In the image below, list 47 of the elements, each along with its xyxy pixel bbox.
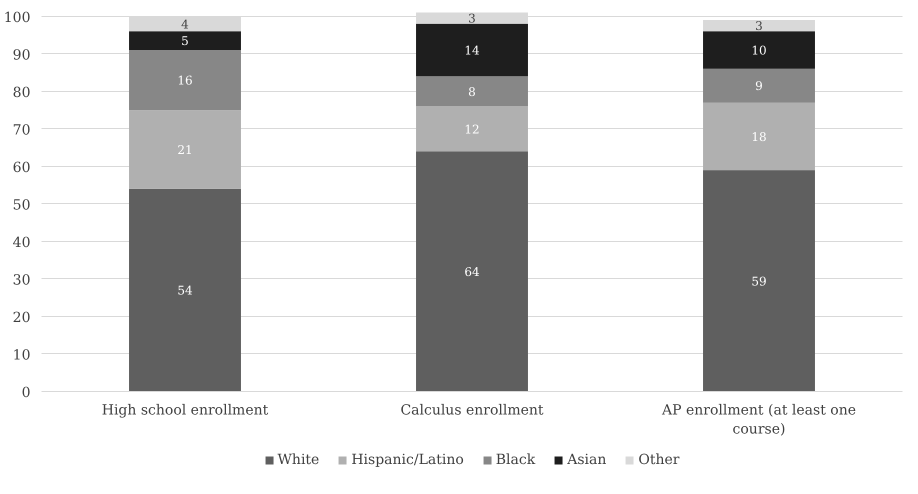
legend-label: Black — [496, 452, 536, 468]
data-label: 59 — [751, 274, 767, 288]
data-label: 64 — [464, 264, 480, 279]
y-tick-label: 40 — [12, 234, 31, 251]
data-label: 8 — [468, 84, 476, 99]
data-label: 21 — [177, 142, 193, 157]
x-tick-label: AP enrollment (at least one course) — [661, 402, 856, 438]
y-tick-label: 50 — [12, 197, 31, 214]
bar — [703, 170, 815, 392]
y-tick-label: 60 — [12, 160, 31, 176]
data-label: 10 — [751, 44, 767, 58]
y-tick-label: 100 — [4, 10, 31, 26]
bar — [703, 68, 815, 103]
y-tick-label: 0 — [22, 385, 31, 401]
bar — [416, 24, 528, 76]
bar — [416, 106, 528, 152]
x-tick-label: High school enrollment — [102, 402, 269, 418]
bar — [703, 31, 815, 69]
y-tick-label: 30 — [12, 272, 31, 288]
data-label: 5 — [181, 34, 189, 48]
bar — [416, 151, 528, 392]
legend-label: White — [278, 452, 320, 468]
data-label: 9 — [755, 79, 763, 94]
y-tick-label: 80 — [12, 84, 31, 101]
bar — [416, 76, 528, 106]
y-tick-label: 10 — [12, 347, 31, 364]
x-tick-label: Calculus enrollment — [400, 402, 544, 418]
data-label: 14 — [464, 44, 480, 58]
data-label: 4 — [181, 17, 190, 32]
bar — [129, 110, 241, 189]
bar — [129, 50, 241, 110]
bar — [703, 102, 815, 170]
data-label: 18 — [751, 130, 767, 144]
y-tick-label: 70 — [12, 122, 31, 138]
data-label: 3 — [468, 12, 476, 26]
data-label: 16 — [177, 74, 193, 88]
legend-label: Asian — [567, 452, 606, 468]
legend-label: Other — [638, 452, 680, 468]
data-label: 12 — [464, 122, 480, 136]
y-tick-label: 20 — [12, 310, 31, 326]
bar — [129, 31, 241, 50]
data-label: 54 — [177, 284, 193, 298]
y-tick-label: 90 — [12, 47, 31, 64]
legend-label: Hispanic/Latino — [351, 452, 464, 468]
bar — [703, 20, 815, 32]
data-label: 3 — [755, 19, 763, 34]
bar — [129, 188, 241, 392]
